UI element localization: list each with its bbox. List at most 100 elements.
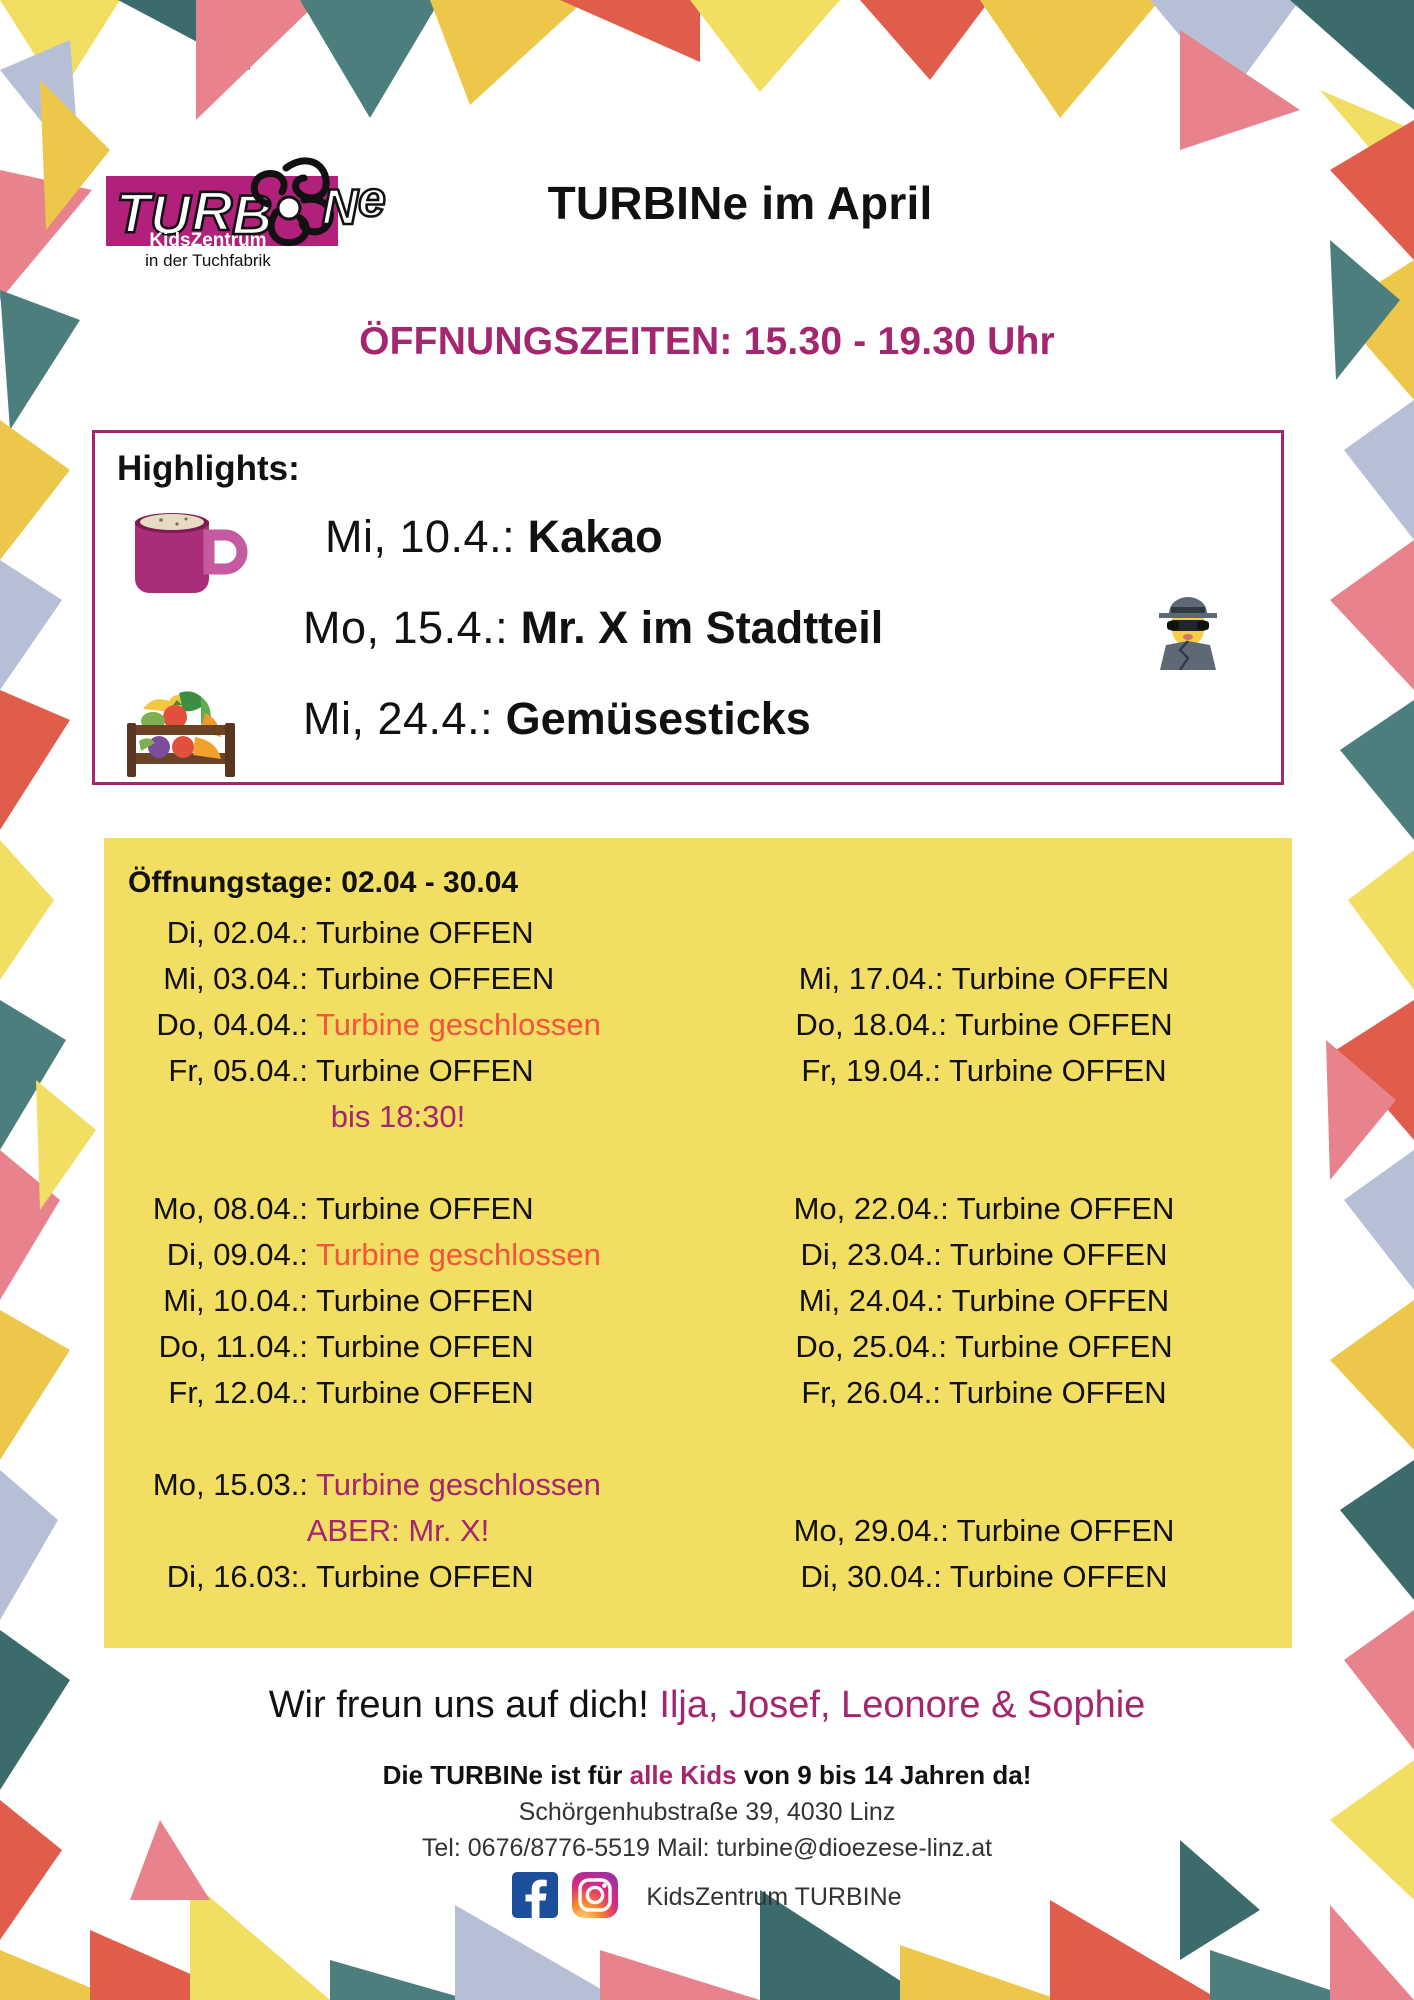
schedule-row: Mo, 08.04.: Turbine OFFEN xyxy=(128,1186,534,1232)
schedule-row: Mi, 03.04.: Turbine OFFEEN xyxy=(128,956,554,1002)
schedule-row: Mo, 15.03.: Turbine geschlossen xyxy=(128,1462,601,1508)
schedule-row: Di, 09.04.: Turbine geschlossen xyxy=(128,1232,601,1278)
highlight-text: Mo, 15.4.: Mr. X im Stadtteil xyxy=(303,602,883,654)
schedule-row-date: Mo, 22.04.: xyxy=(793,1191,957,1226)
detective-emoji xyxy=(1153,590,1223,671)
audience-post: von 9 bis 14 Jahren da! xyxy=(736,1760,1032,1790)
social-handle: KidsZentrum TURBINe xyxy=(646,1883,902,1911)
schedule-row-date: Mi, 17.04.: xyxy=(798,961,952,996)
hot-chocolate-mug-icon xyxy=(117,505,267,600)
schedule-row-date: Mi, 10.04.: xyxy=(163,1283,308,1318)
schedule-row-value: Turbine OFFEN xyxy=(951,961,1170,996)
schedule-row-date: Di, 16.03:. xyxy=(166,1559,308,1594)
svg-text:U: U xyxy=(150,183,192,246)
schedule-box: Öffnungstage: 02.04 - 30.04 Di, 02.04.: T… xyxy=(104,838,1292,1648)
schedule-row-value: Turbine OFFEN xyxy=(955,1007,1173,1042)
farewell-line: Wir freun uns auf dich! Ilja, Josef, Leo… xyxy=(0,1684,1414,1727)
highlight-label: Mr. X im Stadtteil xyxy=(520,602,884,653)
schedule-row-value: Turbine OFFEN xyxy=(956,1513,1175,1548)
schedule-row-value: Turbine OFFEN xyxy=(316,1283,534,1318)
schedule-row-date: Di, 02.04.: xyxy=(166,915,308,950)
schedule-row-value: Turbine OFFEN xyxy=(949,1237,1168,1272)
svg-text:e: e xyxy=(358,171,386,227)
highlights-heading: Highlights: xyxy=(117,449,300,488)
schedule-row-value: Turbine OFFEN xyxy=(949,1375,1167,1410)
schedule-row-date: Mi, 03.04.: xyxy=(163,961,308,996)
instagram-icon[interactable] xyxy=(572,1872,619,1923)
svg-text:R: R xyxy=(192,179,233,242)
schedule-title: Öffnungstage: 02.04 - 30.04 xyxy=(128,866,519,899)
svg-text:N: N xyxy=(322,179,359,235)
schedule-row: Di, 23.04.: Turbine OFFEN xyxy=(704,1232,1264,1278)
schedule-row-value: Turbine OFFEN xyxy=(316,1329,534,1364)
schedule-row-value: Turbine OFFEN xyxy=(955,1329,1173,1364)
audience-pre: Die TURBINe ist für xyxy=(382,1760,630,1790)
highlight-text: Mi, 10.4.: Kakao xyxy=(325,511,663,563)
highlight-text: Mi, 24.4.: Gemüsesticks xyxy=(303,693,811,745)
schedule-row-value: Turbine OFFEEN xyxy=(316,961,555,996)
highlight-date: Mi, 24.4.: xyxy=(303,693,494,744)
schedule-row: Mi, 24.04.: Turbine OFFEN xyxy=(704,1278,1264,1324)
schedule-row: Mi, 10.04.: Turbine OFFEN xyxy=(128,1278,534,1324)
schedule-row-date: Do, 18.04.: xyxy=(795,1007,956,1042)
schedule-row-date: Fr, 05.04.: xyxy=(168,1053,308,1088)
schedule-row: bis 18:30! xyxy=(128,1094,668,1140)
logo-subtitle-1: KidsZentrum xyxy=(149,230,266,251)
schedule-row-value: bis 18:30! xyxy=(330,1099,466,1134)
poster-header: T U R B N e KidsZentrum in der Tuchfabri… xyxy=(0,138,1414,270)
schedule-row-date: Mo, 29.04.: xyxy=(793,1513,957,1548)
audience-line: Die TURBINe ist für alle Kids von 9 bis … xyxy=(0,1760,1414,1791)
facebook-icon[interactable] xyxy=(512,1872,559,1923)
schedule-row: Di, 16.03:. Turbine OFFEN xyxy=(128,1554,534,1600)
highlights-box: Highlights: Mi, 10.4.: Kakao xyxy=(92,430,1284,785)
schedule-row-value: Turbine OFFEN xyxy=(316,915,534,950)
logo-subtitle-2: in der Tuchfabrik xyxy=(145,251,271,270)
farewell-text: Wir freun uns auf dich! xyxy=(268,1684,660,1726)
schedule-row-date: Mi, 24.04.: xyxy=(798,1283,952,1318)
schedule-row: ABER: Mr. X! xyxy=(128,1508,668,1554)
schedule-row-date: Mo, 15.03.: xyxy=(152,1467,308,1502)
highlight-row: Mi, 10.4.: Kakao xyxy=(95,505,1281,600)
highlight-row: Mi, 24.4.: Gemüsesticks xyxy=(95,687,1281,782)
schedule-row-value: Turbine OFFEN xyxy=(956,1191,1175,1226)
schedule-row: Di, 02.04.: Turbine OFFEN xyxy=(128,910,534,956)
schedule-row-date: Fr, 12.04.: xyxy=(168,1375,308,1410)
schedule-row-date: Do, 11.04.: xyxy=(158,1329,308,1364)
schedule-row-value: Turbine OFFEN xyxy=(951,1283,1170,1318)
highlight-label: Gemüsesticks xyxy=(505,693,811,744)
turbine-logo: T U R B N e KidsZentrum in der Tuchfabri… xyxy=(100,138,390,278)
schedule-row: Mo, 22.04.: Turbine OFFEN xyxy=(704,1186,1264,1232)
schedule-row: Do, 25.04.: Turbine OFFEN xyxy=(704,1324,1264,1370)
schedule-row-date: Fr, 26.04.: xyxy=(801,1375,949,1410)
schedule-row: Mi, 17.04.: Turbine OFFEN xyxy=(704,956,1264,1002)
schedule-row: Mo, 29.04.: Turbine OFFEN xyxy=(704,1508,1264,1554)
schedule-row: Do, 04.04.: Turbine geschlossen xyxy=(128,1002,601,1048)
schedule-row-value: Turbine OFFEN xyxy=(949,1053,1167,1088)
schedule-row-value: Turbine geschlossen xyxy=(316,1007,601,1042)
schedule-row-value: Turbine OFFEN xyxy=(316,1191,534,1226)
schedule-row: Fr, 26.04.: Turbine OFFEN xyxy=(704,1370,1264,1416)
schedule-row: Fr, 12.04.: Turbine OFFEN xyxy=(128,1370,533,1416)
address-line: Schörgenhubstraße 39, 4030 Linz xyxy=(518,1798,896,1826)
schedule-row-value: ABER: Mr. X! xyxy=(306,1513,490,1548)
schedule-row-date: Do, 04.04.: xyxy=(156,1007,308,1042)
highlight-label: Kakao xyxy=(527,511,663,562)
schedule-row-date: Fr, 19.04.: xyxy=(801,1053,949,1088)
social-row: KidsZentrum TURBINe xyxy=(0,1872,1414,1923)
schedule-row-date: Mo, 08.04.: xyxy=(152,1191,308,1226)
schedule-row: Fr, 05.04.: Turbine OFFEN xyxy=(128,1048,534,1094)
schedule-row-value: Turbine OFFEN xyxy=(316,1559,534,1594)
schedule-row-value: Turbine OFFEN xyxy=(949,1559,1168,1594)
highlight-row: Mo, 15.4.: Mr. X im Stadtteil xyxy=(95,596,1281,691)
audience-highlight: alle Kids xyxy=(629,1760,737,1790)
schedule-row: Do, 18.04.: Turbine OFFEN xyxy=(704,1002,1264,1048)
schedule-row: Do, 11.04.: Turbine OFFEN xyxy=(128,1324,534,1370)
contact-line: Tel: 0676/8776-5519 Mail: turbine@dioeze… xyxy=(421,1834,993,1862)
schedule-row-value: Turbine geschlossen xyxy=(316,1467,601,1502)
vegetable-crate-icon xyxy=(117,687,267,782)
schedule-row-date: Di, 23.04.: xyxy=(800,1237,950,1272)
schedule-row-date: Di, 09.04.: xyxy=(166,1237,308,1272)
farewell-names: Ilja, Josef, Leonore & Sophie xyxy=(659,1684,1146,1726)
schedule-row-value: Turbine OFFEN xyxy=(316,1053,534,1088)
schedule-row: Di, 30.04.: Turbine OFFEN xyxy=(704,1554,1264,1600)
